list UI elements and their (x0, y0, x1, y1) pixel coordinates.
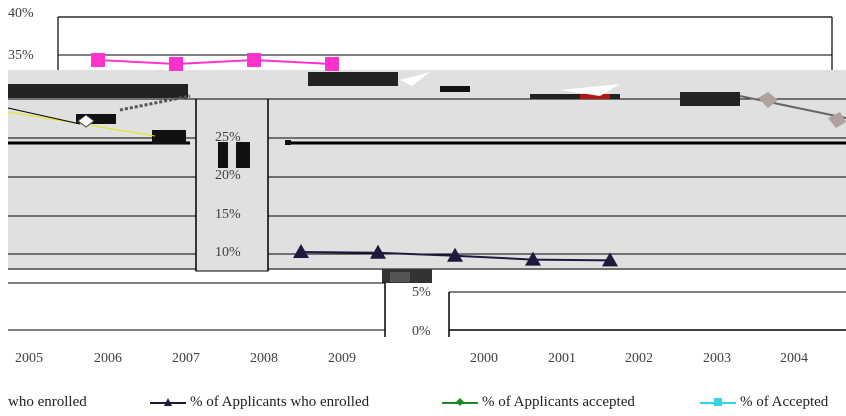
x-tick-label-2006: 2006 (94, 351, 122, 366)
square-marker-icon (714, 397, 722, 406)
y-tick-label-40: 40% (8, 6, 34, 21)
legend-swatch-enrolled (150, 397, 186, 408)
chart-surface: 40% 35% 25% 20% 15% 10% 5% 0% (7, 6, 846, 366)
legend-label-enrolled: % of Applicants who enrolled (190, 394, 370, 410)
y-axis-labels: 25% 20% 15% 10% 5% 0% (215, 130, 431, 339)
y-tick-label-25: 25% (215, 130, 241, 145)
legend-item-accepted-pct: % of Accepted (700, 394, 828, 411)
y-tick-label-0: 0% (412, 324, 431, 339)
data-point-series3-2007 (247, 53, 261, 67)
y-tick-label-15: 15% (215, 207, 241, 222)
diamond-marker-icon (456, 397, 464, 406)
x-tick-label-2001: 2001 (548, 351, 576, 366)
lower-panels (8, 282, 846, 337)
y-tick-label-10: 10% (215, 245, 241, 260)
legend-swatch-accepted (442, 397, 478, 408)
x-tick-label-2003: 2003 (703, 351, 731, 366)
legend-swatch-accepted-pct (700, 397, 736, 408)
y-tick-label-20: 20% (215, 168, 241, 183)
data-point-series0-2003 (525, 251, 541, 266)
legend: who enrolled % of Applicants who enrolle… (0, 394, 846, 414)
legend-label-accepted: % of Applicants accepted (482, 394, 635, 410)
data-point-series0-2001 (370, 244, 386, 259)
x-axis-labels-right: 2000 2001 2002 2003 2004 (470, 351, 808, 366)
series-line-3 (97, 58, 333, 66)
x-tick-label-2007: 2007 (172, 351, 200, 366)
legend-item-enrolled: % of Applicants who enrolled (150, 394, 369, 411)
legend-item-partial: who enrolled (8, 394, 87, 411)
data-point-series3-2006 (169, 57, 183, 71)
x-tick-label-2000: 2000 (470, 351, 498, 366)
x-tick-label-2008: 2008 (250, 351, 278, 366)
series-layer (91, 53, 618, 267)
data-point-series0-2000 (293, 244, 309, 258)
legend-label-partial: who enrolled (8, 394, 87, 410)
y-tick-label-35: 35% (8, 48, 34, 63)
artifact-fragments (7, 72, 846, 283)
data-point-series3-2005 (91, 53, 105, 67)
top-panel: 40% 35% (8, 6, 833, 70)
x-tick-label-2005: 2005 (15, 351, 43, 366)
legend-item-accepted: % of Applicants accepted (442, 394, 635, 411)
data-point-series3-2008 (325, 57, 339, 71)
x-tick-label-2004: 2004 (780, 351, 808, 366)
data-point-series0-2004 (602, 252, 618, 267)
x-tick-label-2009: 2009 (328, 351, 356, 366)
triangle-marker-icon (164, 397, 172, 406)
x-tick-label-2002: 2002 (625, 351, 653, 366)
inner-axis-panel (195, 98, 269, 272)
legend-label-accepted-pct: % of Accepted (740, 394, 829, 410)
x-axis-labels-left: 2005 2006 2007 2008 2009 (15, 351, 356, 366)
data-point-series0-2002 (447, 247, 463, 262)
y-tick-label-5: 5% (412, 285, 431, 300)
